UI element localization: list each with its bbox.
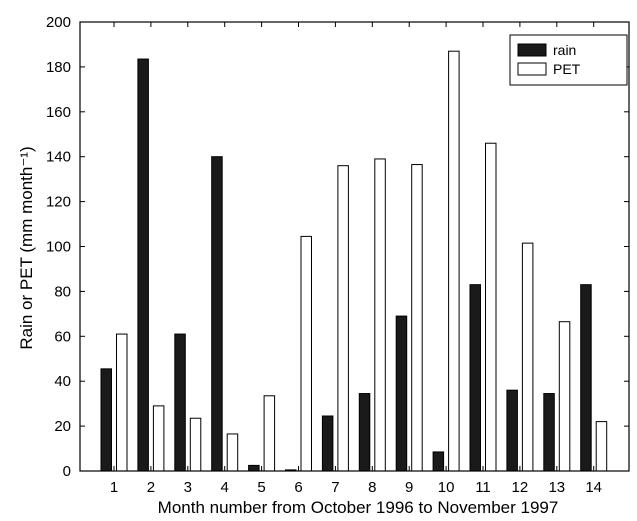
bar-pet-13 bbox=[558, 321, 571, 472]
bar-rain-11 bbox=[469, 284, 481, 472]
x-axis-label: Month number from October 1996 to Novemb… bbox=[158, 498, 559, 517]
y-tick-label-80: 80 bbox=[54, 283, 71, 300]
bar-pet-9 bbox=[411, 164, 423, 472]
legend-box bbox=[509, 34, 628, 86]
bar-rain-12 bbox=[506, 389, 518, 472]
x-tick-label-5: 5 bbox=[257, 479, 265, 496]
y-tick-label-0: 0 bbox=[63, 463, 71, 480]
bar-rain-3 bbox=[174, 333, 186, 472]
x-tick-label-4: 4 bbox=[221, 479, 229, 496]
bar-pet-8 bbox=[374, 158, 386, 472]
legend-label-rain: rain bbox=[553, 42, 576, 58]
bar-rain-2 bbox=[137, 58, 149, 472]
bar-pet-3 bbox=[189, 417, 202, 472]
ticks-layer: 1 2 3 4 5 6 7 8 9 10 11 12 13 14020406080100120140160… bbox=[46, 14, 629, 496]
bar-pet-7 bbox=[337, 165, 349, 472]
x-tick-label-9: 9 bbox=[405, 479, 413, 496]
x-tick-label-14: 14 bbox=[585, 479, 602, 496]
bar-pet-5 bbox=[263, 395, 276, 472]
bar-pet-14 bbox=[595, 421, 608, 472]
bar-pet-4 bbox=[226, 433, 239, 472]
y-tick-label-160: 160 bbox=[46, 104, 71, 121]
y-axis-label: Rain or PET (mm month⁻¹) bbox=[17, 146, 36, 349]
bars-layer bbox=[100, 50, 608, 472]
x-tick-label-3: 3 bbox=[184, 479, 192, 496]
y-tick-label-40: 40 bbox=[54, 373, 71, 390]
bar-rain-5 bbox=[248, 464, 260, 472]
x-tick-label-1: 1 bbox=[110, 479, 118, 496]
plot-frame bbox=[79, 21, 630, 472]
y-tick-label-120: 120 bbox=[46, 194, 71, 211]
x-tick-label-6: 6 bbox=[294, 479, 302, 496]
legend-swatch-rain bbox=[517, 43, 547, 57]
x-tick-label-13: 13 bbox=[548, 479, 565, 496]
legend-swatch-pet bbox=[517, 62, 547, 76]
x-tick-label-7: 7 bbox=[331, 479, 339, 496]
bar-rain-14 bbox=[580, 284, 592, 472]
legend: rain PET bbox=[509, 34, 628, 86]
x-tick-label-8: 8 bbox=[368, 479, 376, 496]
x-tick-label-2: 2 bbox=[147, 479, 155, 496]
bar-rain-8 bbox=[358, 393, 371, 472]
y-tick-label-180: 180 bbox=[46, 59, 71, 76]
x-tick-label-11: 11 bbox=[475, 479, 491, 496]
bar-pet-12 bbox=[521, 242, 534, 472]
x-tick-label-10: 10 bbox=[438, 479, 455, 496]
y-tick-label-200: 200 bbox=[46, 14, 71, 31]
bar-pet-10 bbox=[448, 50, 460, 472]
bar-rain-4 bbox=[211, 156, 223, 472]
bar-pet-1 bbox=[116, 333, 128, 472]
legend-label-pet: PET bbox=[553, 61, 581, 77]
bar-pet-6 bbox=[300, 235, 312, 472]
bar-rain-13 bbox=[543, 393, 555, 472]
bar-rain-7 bbox=[321, 415, 334, 472]
bar-rain-1 bbox=[100, 368, 112, 472]
y-tick-label-140: 140 bbox=[46, 149, 71, 166]
x-tick-label-12: 12 bbox=[512, 479, 529, 496]
y-tick-label-100: 100 bbox=[46, 239, 71, 256]
bar-rain-9 bbox=[395, 315, 408, 472]
bar-rain-10 bbox=[432, 451, 445, 472]
bar-pet-11 bbox=[485, 142, 497, 472]
y-tick-label-60: 60 bbox=[54, 328, 71, 345]
y-tick-label-20: 20 bbox=[54, 418, 71, 435]
bar-pet-2 bbox=[152, 405, 165, 472]
